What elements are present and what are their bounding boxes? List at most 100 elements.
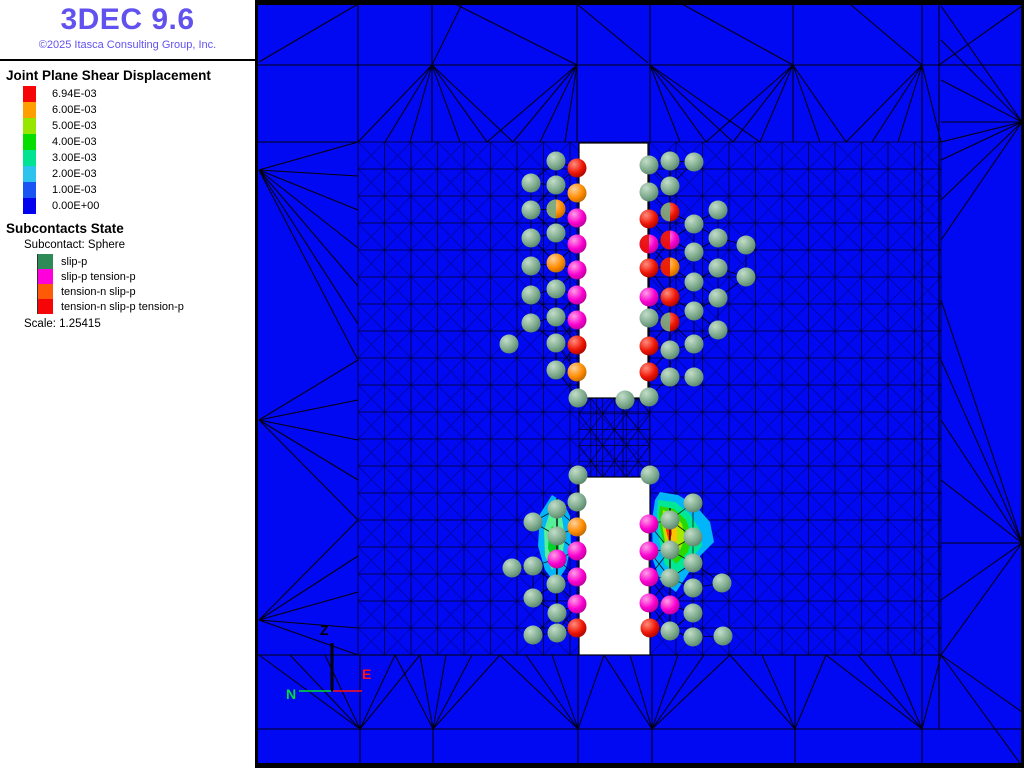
view-border-top [258, 0, 1024, 5]
subcontact-sphere [660, 340, 680, 360]
scale-label: Scale: 1.25415 [24, 318, 101, 330]
subcontact-sphere [639, 567, 659, 587]
subcontact-sphere [523, 625, 543, 645]
subcontact-sphere [736, 267, 756, 287]
subcontact-state-row: slip-p tension-p [0, 269, 255, 284]
subcontact-sphere [567, 208, 587, 228]
subcontact-sphere [660, 595, 680, 615]
color-swatch [23, 118, 36, 134]
subcontact-sphere [708, 288, 728, 308]
subcontact-sphere [567, 492, 587, 512]
color-swatch [23, 102, 36, 118]
subcontact-sphere [567, 234, 587, 254]
subcontact-sphere [660, 540, 680, 560]
subcontact-sphere [546, 360, 566, 380]
subcontact-sphere [640, 618, 660, 638]
subcontact-sphere [708, 200, 728, 220]
displacement-ramp-row: 2.00E-03 [0, 166, 255, 182]
ramp-value-label: 3.00E-03 [52, 152, 97, 164]
subcontact-sphere [567, 285, 587, 305]
subcontact-sphere [547, 499, 567, 519]
subcontact-sphere [684, 334, 704, 354]
color-swatch [23, 198, 36, 214]
subcontact-sphere [684, 301, 704, 321]
excavation-opening [578, 142, 649, 399]
color-swatch [23, 182, 36, 198]
view-border-right [1021, 0, 1024, 768]
axis-z-label: Z [320, 622, 329, 638]
subcontact-sphere [547, 603, 567, 623]
subcontact-sphere [684, 242, 704, 262]
color-swatch [37, 269, 53, 284]
app-logo: 3DEC 9.6 [60, 3, 195, 36]
subcontact-sphere [683, 527, 703, 547]
displacement-ramp-row: 5.00E-03 [0, 118, 255, 134]
subcontact-sphere [660, 510, 680, 530]
subcontact-sphere [546, 279, 566, 299]
subcontact-sphere [660, 621, 680, 641]
subcontact-sphere [615, 390, 635, 410]
subcontact-sphere [567, 517, 587, 537]
color-swatch [37, 284, 53, 299]
subcontact-sphere [523, 556, 543, 576]
subcontact-sphere [499, 334, 519, 354]
subcontact-sphere [567, 362, 587, 382]
subcontact-sphere [521, 200, 541, 220]
subcontact-sphere [639, 387, 659, 407]
subcontact-sphere [547, 623, 567, 643]
subcontact-sphere-secondary-state [660, 257, 670, 277]
subcontact-sphere [523, 512, 543, 532]
subcontact-sphere [683, 553, 703, 573]
ramp-value-label: 6.94E-03 [52, 88, 97, 100]
subcontact-state-row: tension-n slip-p [0, 284, 255, 299]
subcontact-sphere [639, 209, 659, 229]
subcontact-sphere [683, 603, 703, 623]
color-swatch [37, 254, 53, 269]
subcontact-sphere [639, 336, 659, 356]
view-border-bottom [258, 763, 1024, 768]
subcontact-sphere [639, 514, 659, 534]
subcontact-sphere [640, 465, 660, 485]
subcontact-sphere-secondary-state [660, 312, 670, 332]
subcontact-sphere [639, 258, 659, 278]
subcontact-sphere [639, 287, 659, 307]
subcontact-sphere [736, 235, 756, 255]
subcontact-sphere [521, 285, 541, 305]
subcontact-sphere [684, 214, 704, 234]
subcontact-sphere [660, 568, 680, 588]
subcontact-sphere [683, 627, 703, 647]
subcontact-state-row: slip-p [0, 254, 255, 269]
subcontact-sphere [567, 158, 587, 178]
subcontact-sphere [546, 574, 566, 594]
displacement-ramp-row: 4.00E-03 [0, 134, 255, 150]
subcontact-sphere [521, 228, 541, 248]
subcontact-sphere [639, 541, 659, 561]
displacement-color-ramp: 6.94E-03 6.00E-03 5.00E-03 4.00E-03 3.00E-03… [0, 86, 255, 214]
displacement-ramp-row: 6.94E-03 [0, 86, 255, 102]
legend-sidebar: 3DEC 9.6 ©2025 Itasca Consulting Group, … [0, 0, 255, 768]
subcontact-sphere [712, 573, 732, 593]
color-swatch [37, 299, 53, 314]
subcontact-sphere [567, 594, 587, 614]
subcontact-sphere [713, 626, 733, 646]
subcontact-sphere [708, 320, 728, 340]
mesh-lines [258, 3, 1024, 767]
subcontact-sphere [684, 152, 704, 172]
subcontact-sphere [683, 578, 703, 598]
model-viewport[interactable]: Z E N [258, 0, 1024, 768]
subcontact-sphere [660, 287, 680, 307]
subcontact-state-list: slip-p slip-p tension-p tension-n slip-p te… [0, 254, 255, 314]
subcontact-sphere [546, 253, 566, 273]
subcontact-sphere [547, 549, 567, 569]
model-mesh-view[interactable] [258, 0, 1024, 768]
displacement-legend-title: Joint Plane Shear Displacement [6, 68, 211, 83]
subcontact-sphere [521, 173, 541, 193]
state-label: slip-p [61, 255, 88, 268]
subcontact-sphere [567, 541, 587, 561]
subcontact-sphere [521, 313, 541, 333]
subcontacts-legend-title: Subcontacts State [6, 221, 124, 236]
subcontact-sphere [683, 493, 703, 513]
subcontact-sphere [568, 388, 588, 408]
ramp-value-label: 6.00E-03 [52, 104, 97, 116]
subcontact-sphere [708, 228, 728, 248]
